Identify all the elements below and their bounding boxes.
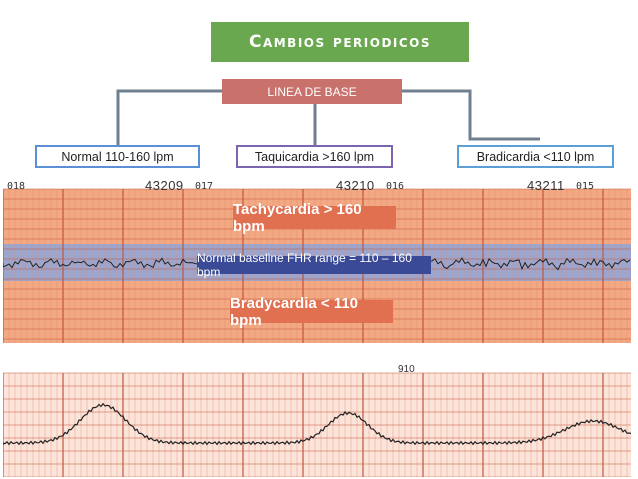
strip-page-number: 015 (576, 181, 595, 192)
baseline-box: LINEA DE BASE (222, 79, 402, 104)
category-normal: Normal 110-160 lpm (35, 145, 200, 168)
normal-range-label: Normal baseline FHR range = 110 – 160 bp… (197, 251, 431, 279)
handwritten-note: 910 (398, 364, 415, 375)
bradycardia-label: Bradycardia < 110 bpm (230, 295, 393, 329)
strip-id: 43210 (336, 178, 375, 193)
strip-id: 43211 (527, 178, 565, 193)
category-bradycardia: Bradicardia <110 lpm (457, 145, 614, 168)
tachycardia-label: Tachycardia > 160 bpm (233, 201, 396, 235)
strip-id: 43209 (145, 178, 184, 193)
strip-page-number: 018 (7, 181, 26, 192)
page-title: Cambios periodicos (211, 22, 469, 62)
strip-page-number: 017 (195, 181, 214, 192)
strip-page-number: 016 (386, 181, 405, 192)
category-tachycardia: Taquicardia >160 lpm (236, 145, 393, 168)
